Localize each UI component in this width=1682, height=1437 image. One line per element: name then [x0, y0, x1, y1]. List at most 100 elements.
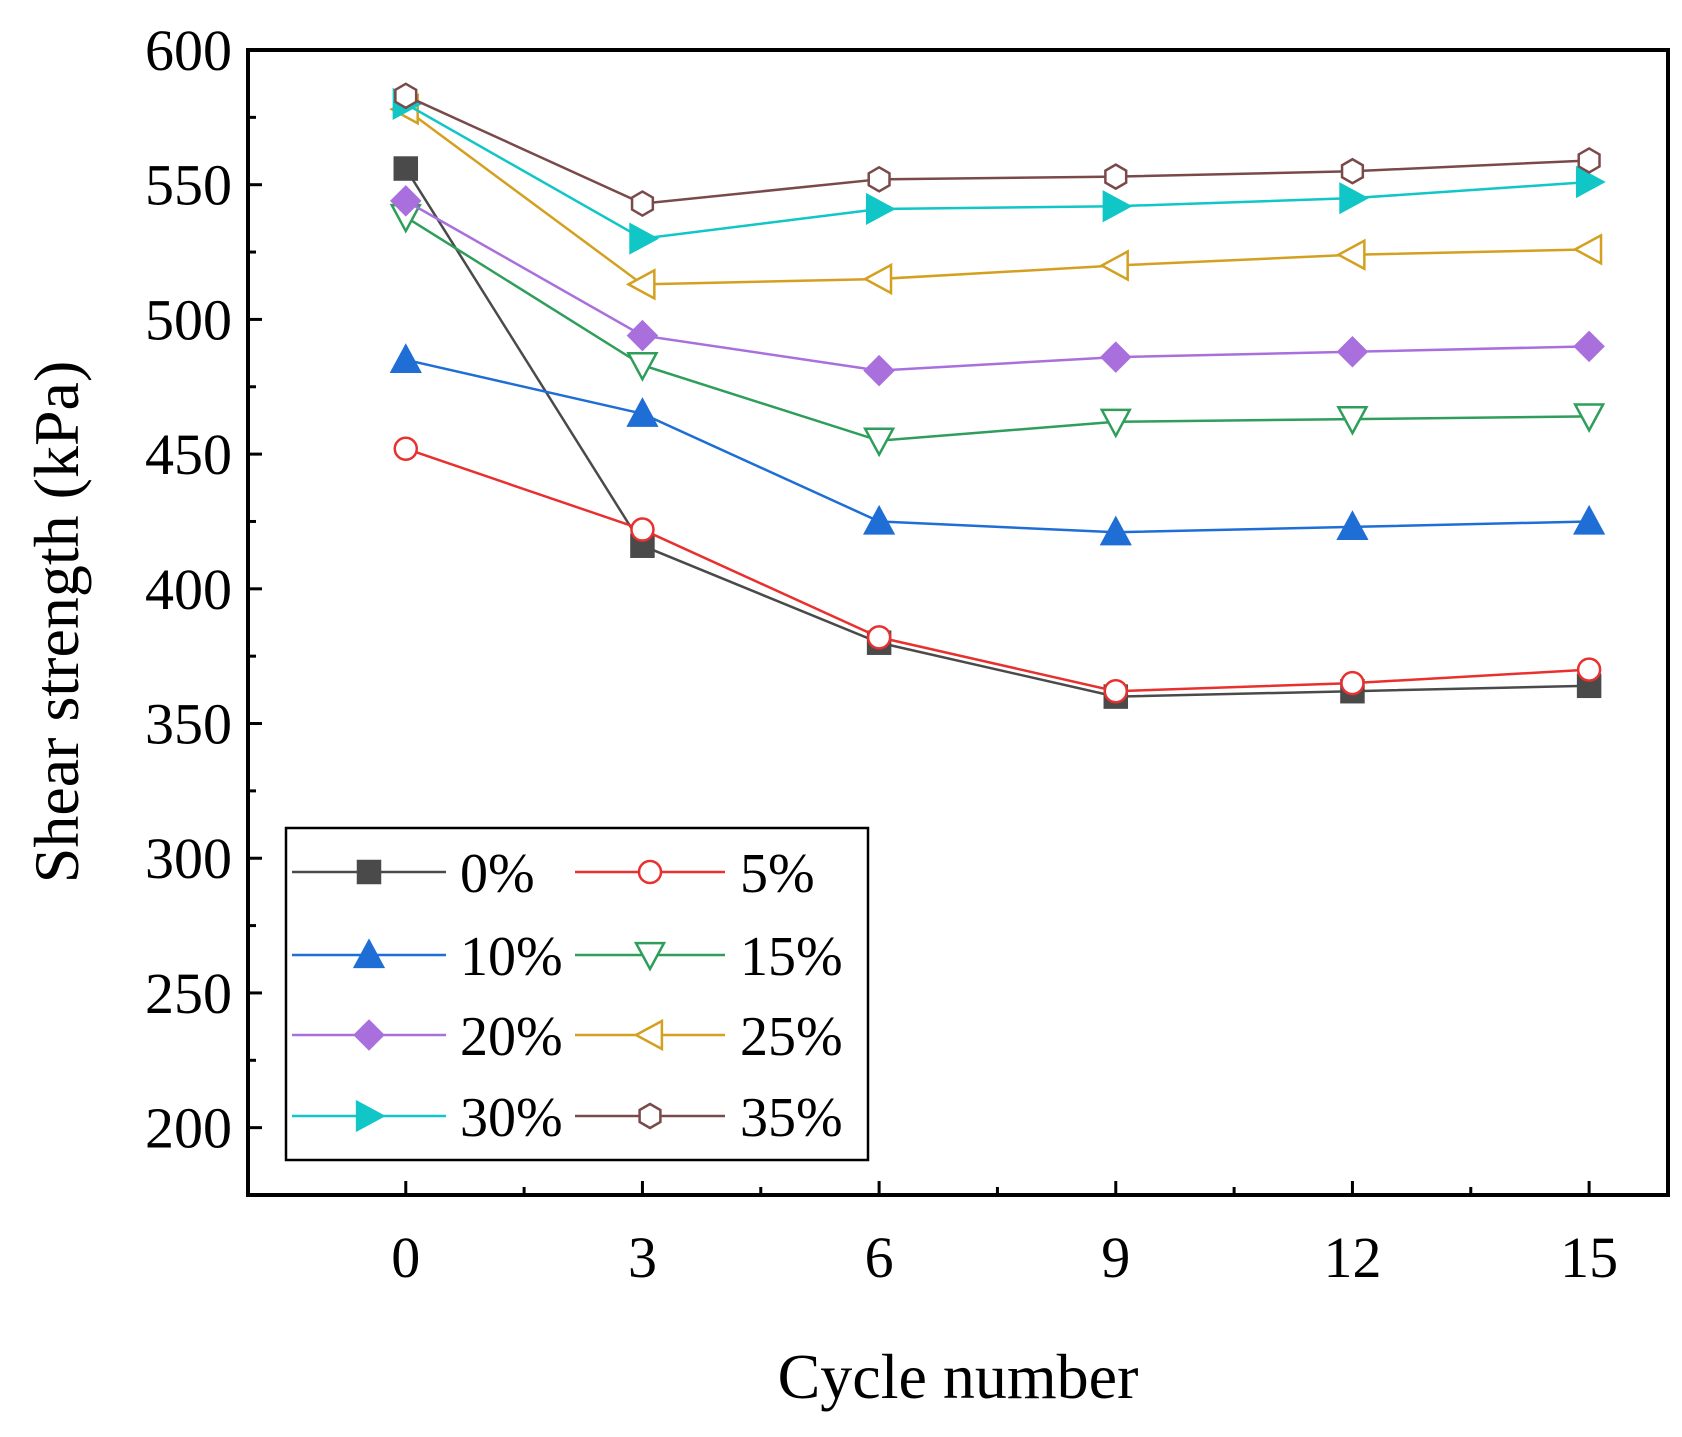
data-point — [1339, 182, 1370, 215]
data-point — [1573, 330, 1605, 363]
legend-label: 10% — [460, 926, 563, 988]
legend-item: 35% — [575, 1087, 843, 1149]
data-point — [1336, 510, 1369, 541]
data-point — [865, 192, 896, 226]
data-point — [389, 343, 422, 373]
series-2 — [393, 436, 1602, 704]
series-line — [405, 199, 1590, 372]
legend-item: 30% — [292, 1087, 563, 1149]
series-line — [405, 108, 1590, 286]
data-point — [1573, 504, 1606, 535]
series-6 — [389, 93, 1603, 301]
data-point — [1575, 165, 1606, 199]
data-point — [1340, 670, 1365, 696]
x-tick-label: 0 — [391, 1225, 420, 1290]
legend-marker — [356, 859, 382, 885]
x-tick-label: 12 — [1323, 1225, 1381, 1290]
legend-marker — [352, 938, 386, 969]
data-point — [626, 352, 659, 382]
series-layer — [389, 82, 1606, 709]
data-point — [630, 517, 655, 542]
y-tick-label: 550 — [145, 153, 232, 218]
y-tick-label: 350 — [145, 692, 232, 757]
legend-label: 30% — [460, 1087, 563, 1149]
legend-item: 25% — [575, 1006, 843, 1068]
legend-marker — [355, 1099, 386, 1133]
data-point — [390, 185, 422, 217]
legend-label: 15% — [740, 926, 843, 988]
data-point — [1099, 249, 1129, 282]
legend-marker — [633, 1018, 664, 1052]
data-point — [1102, 190, 1133, 223]
legend-marker — [353, 1019, 385, 1051]
data-point — [1099, 515, 1132, 546]
y-tick-label: 200 — [145, 1096, 232, 1161]
data-point — [626, 397, 659, 427]
x-axis-title: Cycle number — [778, 1341, 1139, 1412]
data-point — [863, 427, 896, 458]
data-point — [394, 82, 418, 110]
legend-item: 15% — [575, 926, 843, 988]
data-point — [625, 268, 656, 301]
y-tick-label: 500 — [145, 287, 232, 352]
data-point — [1572, 233, 1603, 266]
data-point — [1577, 147, 1601, 174]
data-point — [393, 436, 419, 461]
legend-label: 35% — [740, 1087, 843, 1149]
data-point — [1336, 405, 1369, 436]
legend-item: 20% — [292, 1006, 563, 1068]
data-point — [1099, 408, 1132, 439]
data-point — [867, 165, 891, 193]
data-point — [862, 262, 893, 296]
legend-item: 5% — [575, 843, 815, 905]
y-tick-label: 400 — [145, 557, 232, 622]
y-tick-label: 250 — [145, 961, 232, 1026]
data-point — [1336, 335, 1369, 368]
series-line — [404, 167, 1590, 698]
series-line — [405, 102, 1590, 240]
series-3 — [389, 343, 1606, 546]
data-point — [629, 222, 660, 255]
data-point — [1340, 157, 1365, 185]
series-line — [405, 358, 1590, 534]
series-line — [405, 94, 1590, 205]
data-point — [1100, 341, 1132, 373]
y-tick-label: 300 — [145, 826, 232, 891]
legend-label: 20% — [460, 1006, 563, 1068]
legend-marker — [638, 1102, 662, 1130]
series-line — [405, 447, 1590, 693]
x-tick-label: 9 — [1101, 1225, 1130, 1290]
series-5 — [390, 185, 1605, 387]
data-point — [863, 354, 895, 387]
data-point — [866, 625, 892, 650]
legend-item: 10% — [292, 926, 563, 988]
data-point — [1104, 163, 1128, 191]
y-tick-label: 450 — [145, 422, 232, 487]
plot-frame — [246, 48, 1670, 1197]
data-point — [630, 190, 655, 218]
data-point — [393, 156, 419, 181]
legend: 0% 5% 10% 15% 20% 25% 30% 35% — [284, 826, 870, 1162]
legend-box — [284, 826, 870, 1162]
x-tick-label: 15 — [1560, 1225, 1618, 1290]
legend-label: 25% — [740, 1006, 843, 1068]
x-tick-label: 6 — [865, 1225, 894, 1290]
series-8 — [394, 82, 1601, 218]
y-tick-label: 600 — [145, 18, 232, 83]
data-point — [1573, 403, 1606, 434]
ticks-layer: 200 250 300 350 400 450 500 550 600 0 3 6 9 12 15 — [145, 18, 1618, 1290]
y-axis-title: Shear strength (kPa) — [21, 361, 92, 884]
data-point — [626, 319, 659, 352]
x-tick-label: 3 — [628, 1225, 657, 1290]
data-point — [1103, 678, 1129, 704]
legend-label: 0% — [460, 843, 535, 905]
data-point — [863, 504, 896, 535]
series-4 — [389, 203, 1606, 458]
data-point — [1576, 657, 1602, 682]
series-line — [405, 215, 1590, 442]
legend-item: 0% — [292, 843, 535, 905]
legend-marker — [637, 859, 663, 885]
legend-label: 5% — [740, 843, 815, 905]
